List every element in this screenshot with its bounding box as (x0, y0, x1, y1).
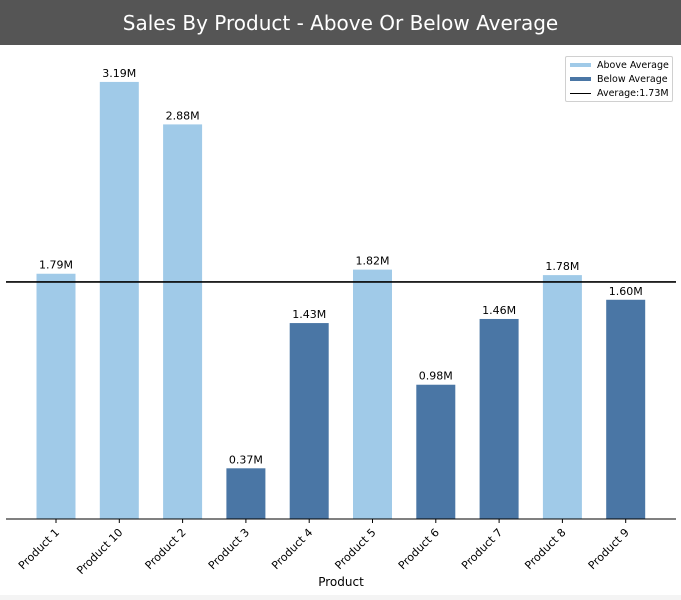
x-tick-label: Product 2 (143, 526, 189, 572)
x-tick-label: Product 6 (396, 526, 442, 572)
bar-product-9 (606, 299, 646, 519)
value-label: 3.19M (102, 67, 136, 80)
value-label: 2.88M (166, 109, 200, 122)
bars-group (36, 81, 646, 519)
bar-product-7 (479, 318, 519, 519)
value-label: 1.82M (356, 255, 390, 268)
bar-product-1 (36, 273, 76, 519)
x-axis-label: Product (318, 575, 364, 589)
value-label: 1.43M (292, 308, 326, 321)
legend: Above Average Below Average Average:1.73… (565, 56, 673, 102)
x-tick-label: Product 4 (269, 526, 315, 572)
legend-label-below: Below Average (597, 73, 668, 85)
x-tick-labels-group: Product 1 Product 10 Product 2 Product 3 Pro… (16, 526, 632, 577)
x-tick-label: Product 10 (74, 526, 125, 577)
legend-item-above: Above Average (570, 58, 669, 72)
value-label: 1.79M (39, 259, 73, 272)
value-label: 1.46M (482, 304, 516, 317)
legend-item-below: Below Average (570, 72, 668, 86)
bar-product-3 (226, 468, 266, 519)
legend-swatch-below (570, 77, 591, 81)
x-ticks-group (55, 519, 627, 523)
x-tick-label: Product 5 (332, 526, 378, 572)
legend-swatch-above (570, 63, 591, 67)
legend-label-above: Above Average (597, 59, 669, 71)
x-tick-label: Product 1 (16, 526, 62, 572)
chart-title: Sales By Product - Above Or Below Averag… (0, 0, 681, 45)
bar-product-5 (353, 269, 392, 519)
legend-swatch-average (570, 92, 591, 94)
value-label: 1.60M (609, 285, 643, 298)
value-label: 0.98M (419, 370, 453, 383)
bar-product-10 (99, 81, 139, 519)
legend-item-average: Average:1.73M (570, 86, 669, 100)
bar-product-6 (416, 384, 456, 519)
bar-product-8 (542, 275, 582, 519)
x-tick-label: Product 3 (206, 526, 252, 572)
value-label: 0.37M (229, 453, 263, 466)
bar-product-2 (163, 124, 203, 519)
bar-product-4 (289, 323, 329, 519)
x-tick-label: Product 8 (522, 526, 568, 572)
value-label: 1.78M (545, 260, 579, 273)
legend-label-average: Average:1.73M (597, 87, 669, 99)
x-tick-label: Product 9 (586, 526, 632, 572)
value-labels-group: 1.79M 3.19M 2.88M 0.37M 1.43M 1.82M 0.98M 1.46M… (39, 67, 643, 466)
x-tick-label: Product 7 (459, 526, 505, 572)
